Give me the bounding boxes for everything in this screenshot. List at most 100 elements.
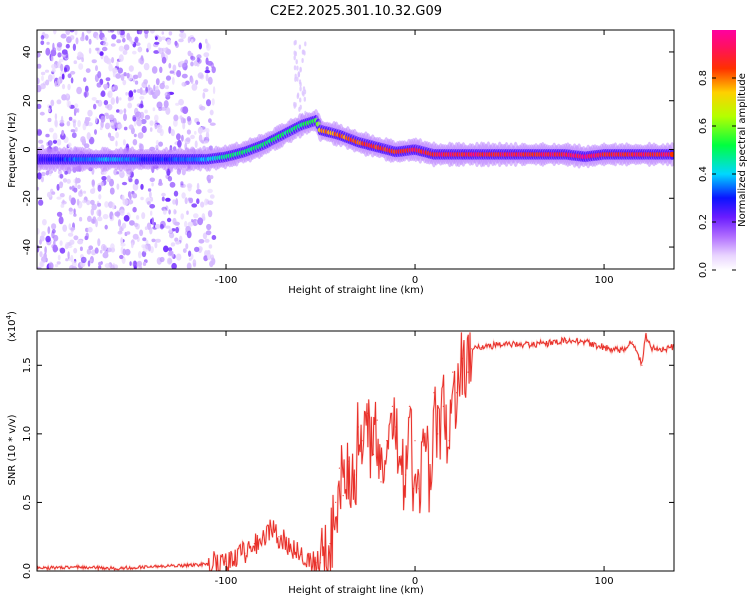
noise-speck: [197, 217, 204, 226]
noise-speck: [207, 76, 213, 85]
snr-data-point: [361, 440, 363, 442]
noise-speck: [50, 55, 54, 62]
noise-speck: [116, 171, 120, 175]
noise-speck: [184, 197, 188, 205]
noise-speck: [111, 122, 114, 126]
snr-data-point: [660, 348, 662, 350]
noise-speck: [149, 246, 154, 254]
noise-speck: [122, 248, 127, 256]
noise-speck: [150, 90, 154, 95]
noise-speck: [87, 109, 93, 117]
noise-speck: [296, 65, 299, 71]
noise-speck: [143, 30, 149, 34]
noise-speck: [173, 114, 179, 122]
x-tick-label: 0: [412, 576, 418, 587]
noise-speck: [109, 135, 115, 142]
noise-speck: [142, 237, 147, 242]
noise-speck: [62, 199, 65, 204]
noise-speck: [41, 171, 46, 177]
noise-speck: [71, 266, 78, 269]
noise-speck: [154, 224, 161, 229]
noise-speck: [202, 232, 208, 240]
noise-speck: [154, 114, 159, 122]
noise-speck: [299, 104, 302, 110]
noise-speck: [127, 102, 133, 109]
noise-speck: [76, 198, 80, 206]
noise-speck: [77, 120, 81, 128]
noise-speck: [168, 228, 173, 234]
noise-speck: [299, 81, 302, 87]
noise-speck: [161, 31, 165, 35]
noise-speck: [94, 74, 99, 83]
noise-speck: [67, 73, 72, 79]
noise-speck: [174, 40, 178, 46]
noise-speck: [207, 210, 213, 218]
x-tick-label: -100: [215, 576, 238, 587]
snr-data-point: [293, 549, 295, 552]
noise-speck: [133, 133, 137, 138]
noise-speck: [58, 216, 64, 225]
noise-speck: [294, 73, 297, 79]
noise-speck: [45, 235, 51, 243]
noise-speck: [51, 223, 57, 230]
ridge-core: [669, 151, 674, 157]
noise-speck: [168, 250, 173, 256]
noise-speck: [104, 250, 109, 255]
noise-speck: [104, 122, 111, 130]
noise-speck: [92, 187, 96, 192]
noise-speck: [161, 196, 165, 202]
noise-speck: [64, 170, 68, 175]
noise-speck: [122, 139, 126, 146]
colorbar-tick-label: 0.8: [698, 70, 709, 86]
noise-speck: [112, 117, 117, 126]
noise-speck: [37, 128, 42, 137]
noise-speck: [165, 75, 172, 81]
noise-speck: [209, 260, 214, 268]
noise-speck: [85, 232, 89, 240]
noise-speck: [123, 72, 127, 77]
x-tick-label: 0: [412, 275, 418, 286]
noise-speck: [121, 222, 127, 229]
spectrogram-ridge: [37, 109, 674, 173]
noise-speck: [211, 235, 217, 240]
snr-x-label: Height of straight line (km): [288, 585, 424, 596]
noise-speck: [188, 257, 192, 261]
noise-speck: [206, 252, 212, 260]
noise-speck: [139, 95, 145, 100]
noise-speck: [100, 115, 106, 123]
noise-speck: [141, 90, 147, 96]
noise-speck: [190, 55, 194, 60]
noise-speck: [171, 129, 175, 137]
noise-speck: [176, 70, 182, 78]
noise-speck: [65, 30, 71, 36]
snr-data-point: [149, 566, 151, 568]
noise-speck: [127, 191, 132, 198]
noise-speck: [77, 51, 83, 58]
y-tick-label: 40: [22, 46, 33, 59]
noise-speck: [132, 116, 137, 122]
snr-data-point: [391, 405, 393, 407]
noise-speck: [70, 254, 74, 263]
noise-speck: [155, 139, 159, 146]
noise-speck: [150, 210, 153, 216]
noise-speck: [196, 57, 200, 63]
noise-speck: [190, 253, 194, 260]
x-tick-label: -100: [215, 275, 238, 286]
noise-speck: [86, 132, 91, 140]
noise-speck: [69, 186, 72, 190]
snr-data-point: [480, 346, 482, 349]
noise-speck: [76, 86, 82, 95]
noise-speck: [116, 183, 120, 190]
noise-speck: [112, 67, 118, 74]
noise-speck: [70, 197, 76, 206]
noise-speck: [95, 47, 99, 51]
snr-data-point: [308, 559, 310, 561]
snr-data-point: [437, 433, 439, 435]
noise-speck: [61, 73, 65, 80]
noise-speck: [49, 127, 54, 133]
noise-speck: [189, 197, 194, 204]
snr-data-point: [490, 345, 492, 347]
noise-speck: [153, 84, 156, 92]
snr-data-point: [278, 536, 280, 538]
noise-speck: [67, 251, 70, 259]
